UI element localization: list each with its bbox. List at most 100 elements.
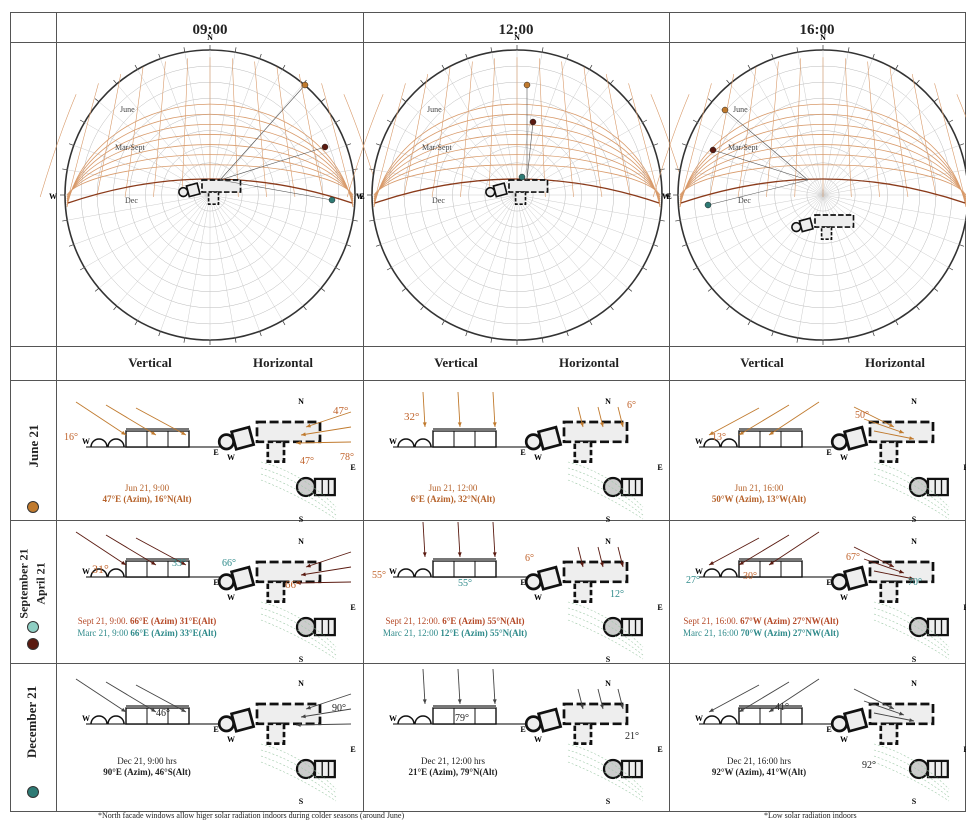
azimuth-line xyxy=(822,169,966,196)
row-label-september: September 21 xyxy=(16,548,31,619)
hour-curve xyxy=(583,66,603,198)
hour-curve xyxy=(867,61,880,198)
azimuth-line xyxy=(209,52,236,196)
sun-position-marker xyxy=(523,81,531,89)
tick-mark xyxy=(948,267,954,271)
subheader-vertical: Vertical xyxy=(740,355,784,370)
tick-mark xyxy=(609,79,614,85)
curve-label: Dec xyxy=(125,196,138,205)
tick-mark xyxy=(589,64,593,70)
azimuth-line xyxy=(750,69,824,196)
azimuth-line xyxy=(73,194,211,245)
tick-mark xyxy=(346,244,352,247)
azimuth-line xyxy=(380,194,518,245)
april-marker-dot xyxy=(27,621,39,633)
angle-label: 27° xyxy=(686,575,700,586)
azimuth-line xyxy=(209,194,260,332)
hour-curve xyxy=(181,58,188,198)
azimuth-line xyxy=(797,52,824,196)
hour-curve xyxy=(276,66,296,198)
angle-label: 50° xyxy=(855,410,869,421)
azimuth-line xyxy=(467,194,518,332)
azimuth-line xyxy=(209,194,347,245)
tick-mark xyxy=(490,337,493,343)
tick-mark xyxy=(183,47,186,53)
azimuth-line xyxy=(209,194,236,338)
azimuth-line xyxy=(67,194,211,221)
azimuth-line xyxy=(160,194,211,332)
azimuth-line xyxy=(516,194,590,321)
azimuth-line xyxy=(116,83,211,196)
cardinal-label: N xyxy=(514,33,520,42)
angle-label: 67° xyxy=(846,552,860,563)
hour-curve xyxy=(889,66,909,198)
column-header-0900: 09:00 xyxy=(192,22,228,38)
hour-curve xyxy=(934,83,965,198)
angle-label: 13° xyxy=(712,432,726,443)
tick-mark xyxy=(948,119,954,123)
tick-mark xyxy=(420,79,425,85)
tick-mark xyxy=(726,79,731,85)
angle-label: 6° xyxy=(525,553,534,564)
tick-mark xyxy=(627,287,633,292)
caption-line: 47°E (Azim), 16°N(Alt) xyxy=(102,494,192,504)
tick-mark xyxy=(847,337,850,343)
tick-mark xyxy=(369,219,375,222)
tick-mark xyxy=(68,143,74,146)
tick-mark xyxy=(352,168,358,171)
caption-line: Jun 21, 16:00 xyxy=(734,483,784,493)
tick-mark xyxy=(259,331,262,337)
azimuth-line xyxy=(209,194,336,268)
hour-curve xyxy=(96,74,122,198)
angle-label: 55° xyxy=(458,578,472,589)
angle-label: 66° xyxy=(285,579,301,591)
column-header-1200: 12:00 xyxy=(498,22,534,38)
tick-mark xyxy=(566,331,569,337)
curve-label: June xyxy=(733,105,748,114)
hour-curve xyxy=(68,83,99,198)
tick-mark xyxy=(692,267,698,271)
tick-mark xyxy=(282,64,286,70)
tick-mark xyxy=(933,287,939,292)
tick-mark xyxy=(566,53,569,59)
hour-curve xyxy=(346,94,384,198)
curve-label: Dec xyxy=(738,196,751,205)
tick-mark xyxy=(134,64,138,70)
tick-mark xyxy=(872,331,875,337)
tick-mark xyxy=(401,98,407,103)
sun-position-marker xyxy=(518,173,526,181)
tick-mark xyxy=(796,47,799,53)
plan-room xyxy=(798,217,814,233)
caption-line: Dec 21, 9:00 hrs xyxy=(117,756,177,766)
tick-mark xyxy=(234,47,237,53)
hour-curve xyxy=(605,74,631,198)
tick-mark xyxy=(915,79,920,85)
azimuth-line xyxy=(516,194,643,268)
caption-line: Marc 21, 16:00 70°W (Azim) 27°NW(Alt) xyxy=(682,628,839,638)
tick-mark xyxy=(707,287,713,292)
sun-position-marker xyxy=(321,143,329,151)
tick-mark xyxy=(895,320,899,326)
tick-mark xyxy=(113,79,118,85)
azimuth-line xyxy=(184,194,211,338)
azimuth-line xyxy=(491,52,518,196)
azimuth-line xyxy=(729,83,824,196)
tick-mark xyxy=(541,337,544,343)
caption-line: 6°E (Azim), 32°N(Alt) xyxy=(410,494,496,504)
azimuth-line xyxy=(686,194,824,245)
angle-label: 47° xyxy=(300,456,314,467)
cardinal-label: E xyxy=(359,192,364,201)
september-marker-dot xyxy=(27,638,39,650)
angle-label: 16° xyxy=(64,432,78,443)
plan-wing xyxy=(201,179,242,193)
building-plan xyxy=(485,179,549,206)
azimuth-line xyxy=(822,52,849,196)
angle-label: 46° xyxy=(156,708,170,719)
building-plan xyxy=(178,179,242,206)
tick-mark xyxy=(386,267,392,271)
tick-mark xyxy=(335,267,341,271)
footnote-right: *Low solar radiation indoors xyxy=(764,811,857,820)
azimuth-line xyxy=(84,122,211,196)
azimuth-line xyxy=(137,194,211,321)
